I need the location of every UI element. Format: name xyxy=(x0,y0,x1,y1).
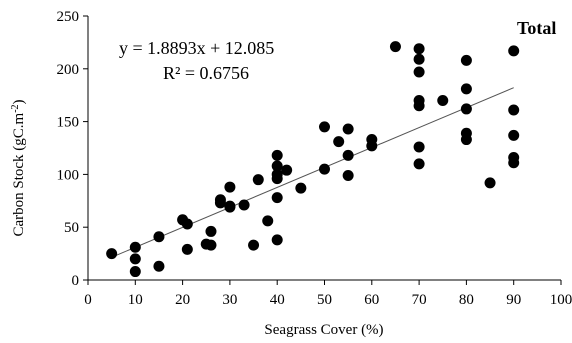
data-point xyxy=(281,164,293,176)
y-axis-title-main: Carbon Stock (gC.m xyxy=(11,112,27,236)
data-points xyxy=(106,41,520,278)
x-tick-label: 90 xyxy=(506,292,521,308)
data-point xyxy=(129,253,141,265)
data-point xyxy=(413,158,425,170)
data-point xyxy=(271,234,283,246)
x-tick-label: 60 xyxy=(364,292,379,308)
data-point xyxy=(106,248,118,260)
data-point xyxy=(248,239,260,251)
data-point xyxy=(214,194,226,206)
y-tick-label: 100 xyxy=(57,167,80,183)
data-point xyxy=(413,43,425,55)
data-point xyxy=(181,243,193,255)
data-point xyxy=(205,225,217,237)
x-tick-label: 10 xyxy=(128,292,143,308)
data-point xyxy=(271,192,283,204)
data-point xyxy=(205,239,217,251)
y-axis-title: Carbon Stock (gC.m-2) xyxy=(10,99,28,236)
data-point xyxy=(437,94,449,106)
y-tick-label: 250 xyxy=(57,9,80,25)
data-point xyxy=(508,104,520,116)
data-point xyxy=(252,174,264,186)
data-point xyxy=(153,231,165,243)
data-point xyxy=(262,215,274,227)
data-point xyxy=(129,266,141,278)
y-axis-ticks: 0 50 100 150 200 250 xyxy=(57,9,88,289)
data-point xyxy=(460,134,472,146)
data-point xyxy=(319,121,330,133)
data-point xyxy=(366,140,378,152)
data-point xyxy=(460,83,472,95)
data-point xyxy=(484,177,496,189)
data-point xyxy=(508,129,520,141)
x-tick-label: 70 xyxy=(412,292,427,308)
y-tick-label: 0 xyxy=(72,273,80,289)
data-point xyxy=(508,45,520,57)
data-point xyxy=(413,141,425,153)
y-tick-label: 50 xyxy=(64,220,79,236)
y-tick-label: 200 xyxy=(57,62,80,78)
data-point xyxy=(271,160,283,172)
regression-equation: y = 1.8893x + 12.085 xyxy=(119,38,274,58)
data-point xyxy=(342,149,354,161)
data-point xyxy=(333,136,345,148)
data-point xyxy=(153,260,165,272)
data-point xyxy=(342,123,354,135)
data-point xyxy=(295,182,307,194)
x-tick-label: 30 xyxy=(222,292,237,308)
data-point xyxy=(389,41,401,53)
x-tick-label: 80 xyxy=(459,292,474,308)
data-point xyxy=(342,169,354,181)
data-point xyxy=(413,100,425,112)
data-point xyxy=(271,149,283,161)
trendline xyxy=(111,87,514,258)
data-point xyxy=(224,201,236,213)
data-point xyxy=(319,163,330,175)
r-squared-label: R² = 0.6756 xyxy=(163,63,249,83)
data-point xyxy=(460,103,472,115)
x-tick-label: 50 xyxy=(317,292,332,308)
data-point xyxy=(181,218,193,230)
data-point xyxy=(271,173,283,185)
x-axis-title: Seagrass Cover (%) xyxy=(264,322,383,338)
data-point xyxy=(508,157,520,169)
x-tick-label: 100 xyxy=(550,292,572,308)
y-tick-label: 150 xyxy=(57,115,80,131)
x-tick-label: 20 xyxy=(175,292,190,308)
x-axis-ticks: 0 10 20 30 40 50 60 70 80 90 100 xyxy=(84,280,572,308)
panel-label: Total xyxy=(517,18,556,38)
y-axis-title-superscript: -2 xyxy=(10,104,21,112)
y-axis-title-tail: ) xyxy=(11,99,27,104)
data-point xyxy=(238,199,250,211)
x-tick-label: 40 xyxy=(270,292,285,308)
data-point xyxy=(460,54,472,66)
data-point xyxy=(129,241,141,253)
data-point xyxy=(224,181,236,193)
data-point xyxy=(413,53,425,65)
x-tick-label: 0 xyxy=(84,292,92,308)
data-point xyxy=(413,66,425,78)
